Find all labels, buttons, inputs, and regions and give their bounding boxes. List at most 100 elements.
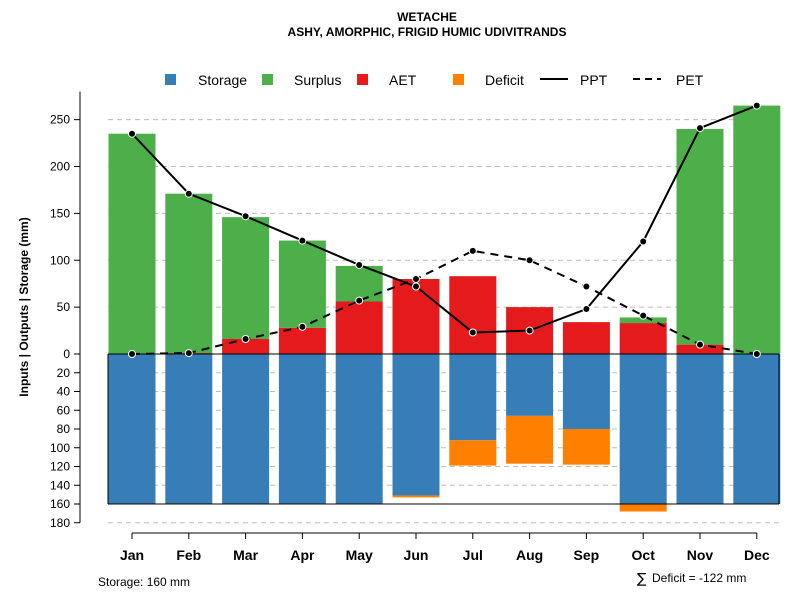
surplus-bar <box>278 240 326 328</box>
chart-title: WETACHE <box>397 10 457 24</box>
ppt-line <box>131 104 758 334</box>
y-tick-label: 60 <box>57 403 71 417</box>
y-tick-label: 80 <box>57 422 71 436</box>
y-tick-label: 180 <box>50 516 70 530</box>
legend-storage-swatch <box>165 74 176 85</box>
aet-bar <box>335 301 383 354</box>
storage-bar <box>619 354 667 504</box>
x-tick-label: Dec <box>744 547 770 563</box>
legend: Storage Surplus AET Deficit PPT PET <box>165 72 704 88</box>
pet-point <box>184 349 193 358</box>
legend-storage-label: Storage <box>198 72 247 88</box>
y-tick-label: 250 <box>50 113 70 127</box>
x-tick-label: Nov <box>687 547 714 563</box>
pet-point <box>582 282 591 291</box>
deficit-bar <box>619 504 667 512</box>
storage-bar <box>449 354 497 441</box>
y-tick-label: 0 <box>63 347 70 361</box>
ppt-point <box>525 326 534 335</box>
x-tick-label: Jan <box>120 547 144 563</box>
y-tick-label: 120 <box>50 460 70 474</box>
ppt-point <box>184 189 193 198</box>
ppt-point <box>639 237 648 246</box>
deficit-note: Deficit = -122 mm <box>652 571 746 585</box>
aet-bar <box>392 279 440 354</box>
aet-bar <box>562 322 610 354</box>
storage-bar <box>506 354 554 416</box>
ppt-point <box>355 260 364 269</box>
y-axis-label: Inputs | Outputs | Storage (mm) <box>17 217 31 396</box>
y-tick-label: 50 <box>57 300 71 314</box>
pet-point <box>468 246 477 255</box>
surplus-bar <box>619 317 667 324</box>
legend-ppt-label: PPT <box>580 72 608 88</box>
ppt-point <box>752 101 761 110</box>
x-tick-label: Mar <box>233 547 258 563</box>
x-tick-label: Feb <box>176 547 201 563</box>
x-tick-label: Jul <box>463 547 483 563</box>
storage-bar <box>335 354 383 504</box>
ppt-point <box>582 305 591 314</box>
storage-bar <box>392 354 440 496</box>
ppt-point <box>468 328 477 337</box>
y-tick-label: 140 <box>50 478 70 492</box>
ppt-point <box>241 212 250 221</box>
deficit-bar <box>449 440 497 466</box>
legend-surplus-swatch <box>262 74 273 85</box>
ppt-point <box>412 282 420 291</box>
pet-point <box>355 296 364 305</box>
pet-point <box>412 275 420 284</box>
sum-icon: ∑ <box>637 571 647 587</box>
pet-point <box>639 311 648 320</box>
aet-bar <box>676 344 724 354</box>
deficit-bar <box>506 415 554 464</box>
storage-bar <box>108 354 156 504</box>
legend-deficit-label: Deficit <box>485 72 524 88</box>
x-tick-label: Aug <box>516 547 543 563</box>
deficit-bar <box>562 429 610 465</box>
chart-subtitle: ASHY, AMORPHIC, FRIGID HUMIC UDIVITRANDS <box>288 25 567 39</box>
pet-point <box>696 340 704 349</box>
ppt-point <box>128 129 136 138</box>
storage-bar <box>733 354 781 504</box>
ppt-point <box>298 236 307 245</box>
storage-bar <box>278 354 326 504</box>
y-tick-label: 200 <box>50 160 70 174</box>
storage-bar <box>676 354 724 504</box>
pet-line <box>131 249 757 355</box>
aet-bar <box>449 276 497 354</box>
surplus-bar <box>108 133 156 354</box>
pet-point <box>525 256 534 265</box>
storage-bar <box>562 354 610 429</box>
surplus-bar <box>222 217 270 340</box>
pet-point <box>752 350 761 358</box>
x-tick-label: Jun <box>404 547 429 563</box>
y-tick-label: 160 <box>50 497 70 511</box>
x-tick-label: Apr <box>290 547 315 563</box>
surplus-bar <box>676 129 724 345</box>
storage-bar <box>165 354 213 504</box>
legend-aet-swatch <box>357 74 368 85</box>
storage-note: Storage: 160 mm <box>98 575 190 589</box>
deficit-bar <box>392 495 440 498</box>
legend-aet-label: AET <box>389 72 417 88</box>
storage-bar <box>222 354 270 504</box>
legend-surplus-label: Surplus <box>294 72 341 88</box>
aet-bar <box>619 323 667 354</box>
y-tick-label: 100 <box>50 441 70 455</box>
x-tick-label: May <box>346 547 373 563</box>
pet-point <box>128 350 136 358</box>
x-tick-label: Sep <box>574 547 600 563</box>
legend-deficit-swatch <box>453 74 464 85</box>
x-tick-label: Oct <box>632 547 656 563</box>
ppt-point <box>696 124 704 133</box>
aet-bar <box>278 327 326 354</box>
surplus-bar <box>733 105 781 355</box>
pet-point <box>241 335 250 344</box>
pet-point <box>298 322 307 331</box>
y-tick-label: 150 <box>50 206 70 220</box>
legend-pet-label: PET <box>676 72 704 88</box>
y-tick-label: 40 <box>57 385 71 399</box>
y-tick-label: 20 <box>57 366 71 380</box>
